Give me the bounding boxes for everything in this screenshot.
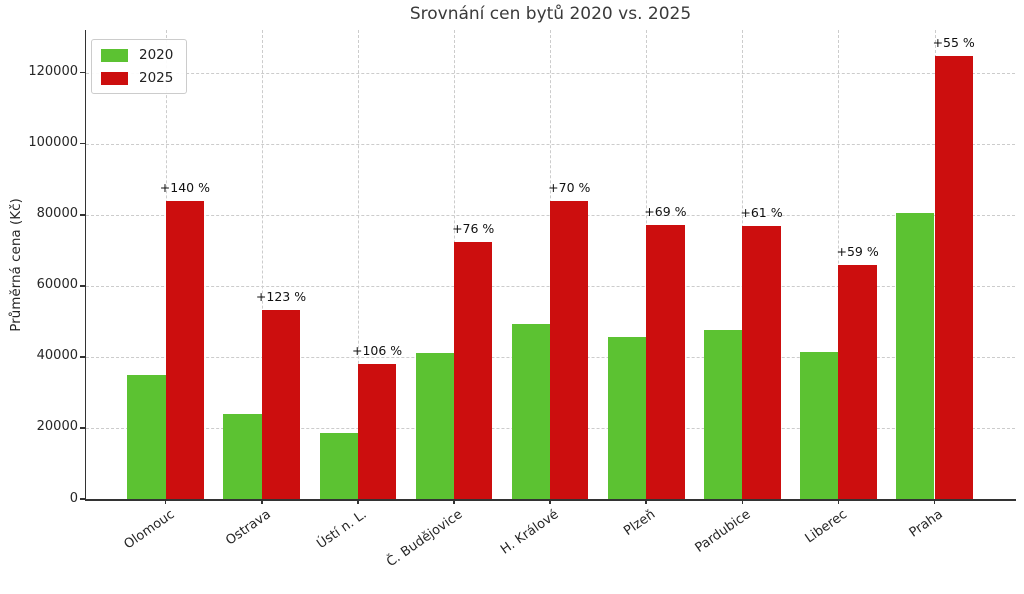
y-tick-mark	[80, 427, 85, 429]
y-tick-label: 80000	[36, 206, 78, 222]
bar-2020	[896, 212, 935, 499]
bar-2025	[454, 242, 493, 499]
legend-swatch-2025	[101, 71, 128, 85]
x-tick-mark	[933, 500, 936, 504]
x-tick-mark	[164, 500, 167, 504]
y-tick-mark	[80, 498, 85, 500]
bar-2020	[703, 329, 743, 499]
bar-2025	[261, 310, 301, 499]
pct-growth-label: +69 %	[644, 204, 687, 220]
bar-2020	[319, 433, 358, 499]
y-tick-mark	[80, 356, 85, 358]
x-tick-label: Olomouc	[121, 507, 178, 553]
bar-2020	[223, 414, 262, 499]
y-tick-label: 120000	[28, 64, 78, 80]
y-tick-mark	[80, 285, 85, 287]
bar-2025	[357, 363, 397, 499]
chart-title: Srovnání cen bytů 2020 vs. 2025	[409, 4, 692, 24]
x-tick-label: Ostrava	[222, 507, 274, 549]
legend: 2020 2025	[91, 39, 188, 94]
x-tick-label: Ústí n. L.	[314, 507, 370, 552]
x-tick-label: Pardubice	[693, 507, 754, 556]
bar-2025	[646, 225, 685, 499]
bar-2025	[742, 226, 781, 499]
pct-growth-label: +123 %	[255, 289, 307, 305]
pct-growth-label: +70 %	[548, 180, 591, 196]
bar-2020	[511, 323, 551, 499]
x-tick-label: Plzeň	[620, 507, 658, 540]
legend-item-2025: 2025	[101, 70, 173, 86]
pct-growth-label: +59 %	[836, 243, 879, 259]
y-tick-label: 60000	[36, 277, 78, 293]
pct-growth-label: +106 %	[352, 342, 403, 358]
y-tick-label: 40000	[36, 348, 78, 364]
y-tick-mark	[80, 214, 85, 216]
bar-2025	[934, 55, 973, 499]
x-tick-label: Č. Budějovice	[384, 507, 466, 571]
y-axis-line	[84, 30, 86, 500]
x-tick-label: H. Králové	[498, 507, 562, 558]
legend-label-2025: 2025	[139, 70, 174, 86]
y-tick-label: 0	[69, 490, 78, 506]
x-tick-mark	[645, 500, 647, 504]
x-tick-mark	[453, 500, 455, 504]
pct-growth-label: +140 %	[159, 179, 210, 195]
bar-2020	[607, 336, 647, 499]
bar-2020	[415, 353, 454, 499]
legend-label-2020: 2020	[139, 47, 174, 63]
bar-2025	[838, 264, 877, 499]
grid-line-v	[261, 30, 263, 499]
pct-growth-label: +55 %	[932, 34, 975, 50]
bar-2020	[127, 374, 166, 499]
grid-line-v	[357, 30, 359, 499]
y-tick-label: 20000	[36, 419, 78, 435]
y-tick-label: 100000	[28, 135, 78, 151]
bar-2025	[165, 200, 205, 499]
x-tick-mark	[261, 500, 263, 504]
legend-swatch-2020	[101, 48, 128, 62]
x-tick-mark	[837, 500, 840, 504]
bar-2025	[550, 201, 589, 499]
y-tick-mark	[80, 71, 85, 74]
pct-growth-label: +61 %	[740, 205, 783, 221]
x-tick-label: Liberec	[802, 507, 851, 547]
bar-2020	[800, 351, 839, 499]
pct-growth-label: +76 %	[452, 221, 495, 237]
x-tick-mark	[549, 500, 551, 504]
x-tick-mark	[741, 500, 744, 504]
legend-item-2020: 2020	[101, 47, 173, 63]
x-tick-label: Praha	[907, 507, 947, 541]
x-axis-line	[84, 499, 1016, 501]
x-tick-mark	[357, 500, 359, 504]
y-tick-mark	[80, 142, 85, 145]
